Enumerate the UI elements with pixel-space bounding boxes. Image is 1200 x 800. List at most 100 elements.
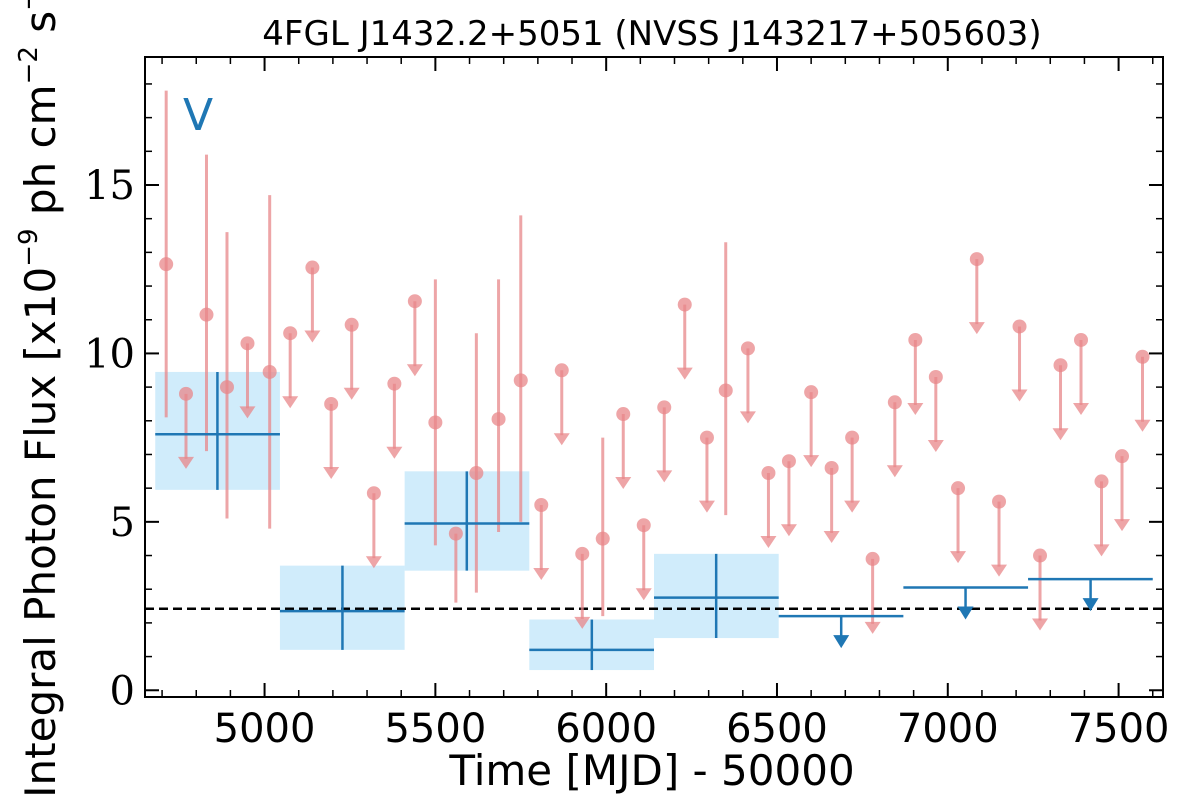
monthly-upper-limit-point	[781, 454, 796, 469]
monthly-detection-point	[448, 526, 463, 541]
monthly-upper-limit-arrow	[1032, 618, 1049, 631]
monthly-upper-limit-point	[407, 294, 422, 309]
monthly-upper-limit-point	[1115, 449, 1130, 464]
monthly-upper-limit-arrow	[239, 406, 256, 419]
monthly-upper-limit-arrow	[635, 588, 652, 601]
monthly-upper-limit-point	[1094, 474, 1109, 489]
monthly-upper-limit-point	[387, 376, 402, 391]
monthly-upper-limit-arrow	[1114, 519, 1131, 532]
monthly-upper-limit-arrow	[760, 536, 777, 548]
monthly-upper-limit-point	[951, 481, 966, 496]
monthly-upper-limit-point	[1074, 332, 1089, 347]
monthly-upper-limit-arrow	[574, 616, 591, 629]
monthly-upper-limit-arrow	[177, 456, 194, 469]
monthly-upper-limit-point	[699, 430, 714, 445]
x-tick-label: 5000	[214, 706, 316, 752]
monthly-upper-limit-point	[908, 332, 923, 347]
monthly-upper-limit-arrow	[656, 470, 673, 483]
monthly-detection-point	[595, 531, 610, 546]
x-tick-label: 6000	[555, 706, 657, 752]
monthly-upper-limit-arrow	[823, 530, 840, 543]
monthly-upper-limit-arrow	[304, 330, 321, 343]
monthly-upper-limit-point	[366, 486, 381, 501]
monthly-upper-limit-arrow	[927, 440, 944, 452]
monthly-upper-limit-arrow	[907, 402, 924, 415]
monthly-upper-limit-point	[283, 326, 298, 341]
monthly-upper-limit-point	[178, 386, 193, 401]
monthly-upper-limit-arrow	[343, 387, 360, 400]
monthly-upper-limit-arrow	[803, 455, 820, 468]
monthly-detection-point	[262, 364, 277, 379]
monthly-upper-limit-point	[865, 551, 880, 566]
monthly-upper-limit-arrow	[844, 500, 861, 513]
plot-frame	[144, 56, 1164, 698]
monthly-upper-limit-arrow	[1011, 389, 1028, 402]
monthly-upper-limit-arrow	[886, 465, 903, 478]
monthly-detection-point	[718, 383, 733, 398]
x-tick-label: 7500	[1068, 706, 1170, 752]
monthly-upper-limit-point	[1012, 319, 1027, 334]
monthly-upper-limit-arrow	[698, 500, 715, 513]
monthly-upper-limit-arrow	[1052, 428, 1069, 441]
monthly-detection-point	[428, 415, 443, 430]
monthly-detection-point	[469, 466, 484, 480]
monthly-upper-limit-point	[305, 260, 320, 275]
monthly-upper-limit-point	[240, 336, 255, 351]
monthly-upper-limit-arrow	[1093, 544, 1110, 557]
monthly-upper-limit-point	[740, 341, 755, 356]
monthly-upper-limit-arrow	[553, 433, 570, 446]
monthly-upper-limit-arrow	[282, 396, 299, 409]
monthly-upper-limit-point	[992, 494, 1007, 509]
monthly-detection-point	[513, 373, 528, 388]
monthly-upper-limit-point	[344, 317, 359, 332]
monthly-detection-point	[491, 412, 506, 427]
monthly-upper-limit-arrow	[780, 524, 797, 537]
monthly-upper-limit-arrow	[950, 551, 967, 564]
plot-area	[145, 90, 1163, 671]
monthly-upper-limit-arrow	[676, 367, 693, 380]
monthly-upper-limit-arrow	[991, 564, 1008, 577]
monthly-upper-limit-arrow	[323, 466, 340, 479]
y-axis-label: Integral Photon Flux [x10−9 ph cm−2 s−1]	[14, 0, 65, 798]
monthly-upper-limit-point	[534, 498, 549, 512]
x-tick-label: 6500	[726, 706, 828, 752]
monthly-upper-limit-point	[1033, 548, 1048, 563]
monthly-upper-limit-arrow	[365, 556, 382, 569]
monthly-upper-limit-point	[636, 518, 651, 533]
monthly-upper-limit-point	[804, 385, 819, 400]
monthly-upper-limit-arrow	[968, 322, 985, 335]
x-tick-label: 5500	[384, 706, 486, 752]
y-tick-label: 5	[110, 500, 135, 546]
yearly-upper-limit-arrow	[957, 606, 974, 620]
monthly-detection-point	[159, 257, 174, 272]
monthly-upper-limit-point	[616, 407, 631, 422]
monthly-upper-limit-point	[677, 297, 692, 312]
monthly-upper-limit-point	[845, 430, 860, 445]
monthly-upper-limit-point	[761, 466, 776, 480]
monthly-upper-limit-arrow	[864, 621, 881, 634]
monthly-upper-limit-arrow	[386, 446, 403, 459]
y-tick-label: 0	[110, 668, 135, 714]
monthly-upper-limit-arrow	[1073, 402, 1090, 415]
monthly-upper-limit-arrow	[615, 477, 632, 490]
variability-flag: V	[183, 90, 213, 141]
chart-title: 4FGL J1432.2+5051 (NVSS J143217+505603)	[262, 14, 1041, 54]
monthly-upper-limit-point	[969, 252, 984, 267]
monthly-upper-limit-arrow	[1134, 419, 1151, 432]
monthly-upper-limit-point	[887, 395, 902, 410]
monthly-upper-limit-point	[1053, 358, 1068, 373]
y-tick-label: 15	[84, 163, 135, 209]
monthly-upper-limit-arrow	[739, 411, 756, 424]
monthly-detection-point	[219, 380, 234, 395]
x-tick-label: 7000	[897, 706, 999, 752]
monthly-upper-limit-point	[657, 400, 672, 415]
yearly-upper-limit-arrow	[833, 635, 850, 649]
monthly-detection-point	[199, 307, 214, 322]
x-axis-label: Time [MJD] - 50000	[448, 746, 854, 795]
monthly-upper-limit-point	[824, 460, 839, 475]
monthly-upper-limit-arrow	[533, 568, 550, 580]
yearly-upper-limit-arrow	[1082, 598, 1099, 612]
axis-ticks: 5000 5500 6000 6500 7000 7500 0 5 10 15	[84, 57, 1169, 752]
monthly-upper-limit-point	[554, 363, 569, 378]
